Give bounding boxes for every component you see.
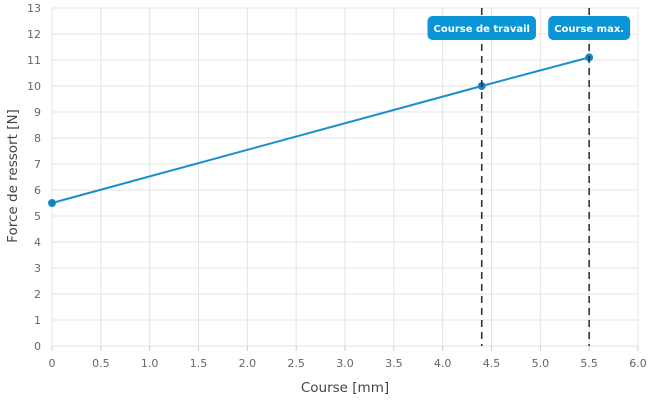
y-tick-label: 11 [27, 54, 41, 67]
data-point [48, 199, 56, 207]
y-tick-label: 5 [34, 210, 41, 223]
x-tick-label: 5.5 [580, 357, 598, 370]
y-tick-label: 4 [34, 236, 41, 249]
marker-label: Course max. [548, 16, 631, 40]
marker-label-box [548, 16, 631, 40]
y-tick-label: 13 [27, 2, 41, 15]
x-tick-label: 4.5 [483, 357, 501, 370]
x-tick-label: 3.0 [336, 357, 354, 370]
y-tick-label: 3 [34, 262, 41, 275]
x-tick-label: 5.0 [532, 357, 550, 370]
marker-label-text: Course max. [554, 24, 624, 35]
marker-label-text: Course de travail [433, 24, 529, 35]
y-tick-label: 7 [34, 158, 41, 171]
x-tick-label: 2.0 [239, 357, 257, 370]
x-tick-label: 4.0 [434, 357, 452, 370]
y-axis-title: Force de ressort [N] [5, 109, 21, 243]
x-tick-label: 3.5 [385, 357, 403, 370]
series [48, 53, 594, 207]
x-tick-label: 1.0 [141, 357, 159, 370]
x-tick-label: 0 [49, 357, 56, 370]
y-tick-label: 8 [34, 132, 41, 145]
y-tick-label: 10 [27, 80, 41, 93]
grid [51, 7, 639, 347]
x-tick-label: 6.0 [629, 357, 647, 370]
series-line [51, 56, 590, 204]
x-tick-label: 2.5 [287, 357, 305, 370]
x-axis-title: Course [mm] [301, 380, 389, 396]
x-tick-label: 0.5 [92, 357, 110, 370]
marker-label: Course de travail [427, 16, 536, 40]
y-tick-label: 12 [27, 28, 41, 41]
x-tick-label: 1.5 [190, 357, 208, 370]
y-tick-label: 6 [34, 184, 41, 197]
marker-label-box [427, 16, 536, 40]
x-axis-ticks: 0 0.5 1.0 1.5 2.0 2.5 3.0 3.5 4.0 4.5 5.0 5.5 6.0 [49, 346, 647, 370]
y-tick-label: 9 [34, 106, 41, 119]
y-tick-label: 1 [34, 314, 41, 327]
y-tick-label: 0 [34, 340, 41, 353]
stroke-markers: Course de travail Course max. [427, 8, 631, 346]
y-tick-label: 2 [34, 288, 41, 301]
